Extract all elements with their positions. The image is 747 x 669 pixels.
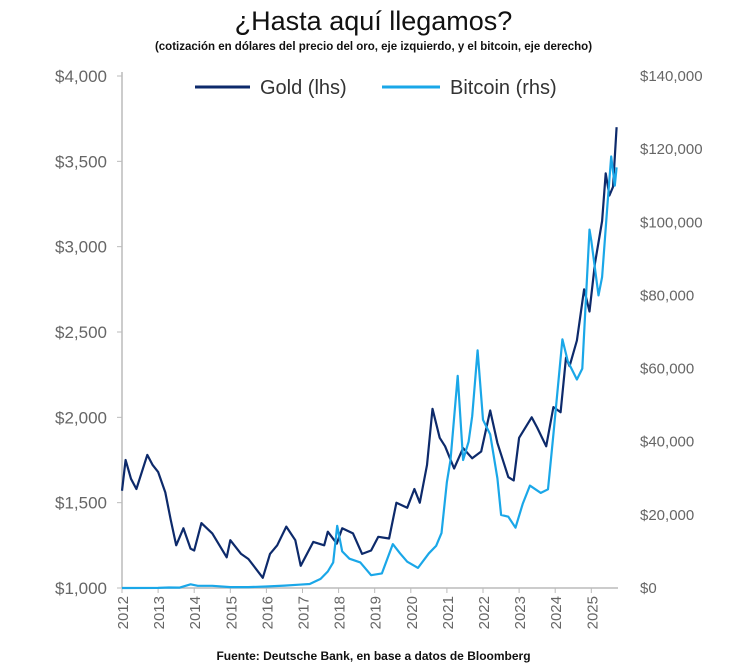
y-left-tick-label: $2,000 [55,408,107,427]
x-tick-label: 2021 [440,596,457,629]
y-left-tick-label: $1,000 [55,579,107,598]
x-tick-label: 2016 [259,596,276,629]
x-tick-label: 2018 [332,596,349,629]
chart-source: Fuente: Deutsche Bank, en base a datos d… [216,649,531,663]
series-line-gold [120,127,618,579]
y-left-tick-label: $4,000 [55,67,107,86]
x-tick-label: 2019 [368,596,385,629]
y-left-tick-label: $1,500 [55,494,107,513]
chart-subtitle: (cotización en dólares del precio del or… [154,41,593,53]
y-right-tick-label: $80,000 [640,287,694,304]
x-tick-label: 2023 [512,596,529,629]
legend-label-bitcoin: Bitcoin (rhs) [450,77,557,99]
x-tick-label: 2017 [296,596,313,629]
x-tick-label: 2015 [223,596,240,629]
x-tick-label: 2013 [151,596,168,629]
x-tick-label: 2014 [187,596,204,629]
y-right-tick-label: $40,000 [640,434,694,451]
y-right-tick-label: $20,000 [640,507,694,524]
y-right-tick-label: $0 [640,580,657,597]
x-tick-label: 2012 [115,596,132,629]
y-right-tick-label: $120,000 [640,141,703,158]
chart-title: ¿Hasta aquí llegamos? [234,6,513,36]
y-left-tick-label: $3,500 [55,152,107,171]
y-left-tick-label: $3,000 [55,238,107,257]
legend-label-gold: Gold (lhs) [260,77,347,99]
x-tick-label: 2025 [584,596,601,629]
x-tick-label: 2022 [476,596,493,629]
y-right-tick-label: $60,000 [640,361,694,378]
y-left-tick-label: $2,500 [55,323,107,342]
series-line-bitcoin [121,155,618,590]
x-tick-label: 2020 [404,596,421,629]
y-right-tick-label: $100,000 [640,214,703,231]
y-right-tick-label: $140,000 [640,68,703,85]
x-tick-label: 2024 [548,596,565,629]
